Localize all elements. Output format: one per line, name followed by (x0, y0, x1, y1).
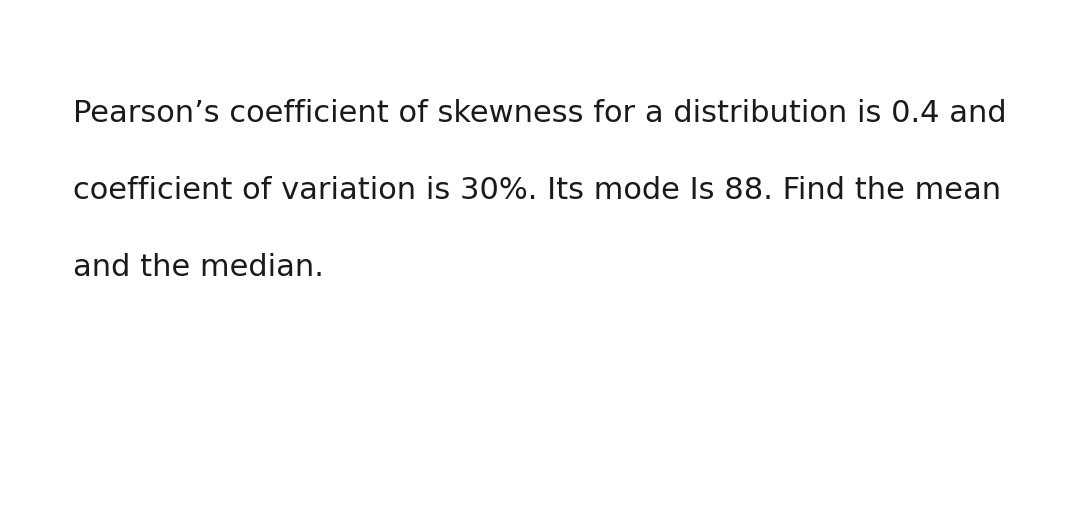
Text: Pearson’s coefficient of skewness for a distribution is 0.4 and: Pearson’s coefficient of skewness for a … (73, 98, 1007, 128)
Text: and the median.: and the median. (73, 253, 324, 282)
Text: coefficient of variation is 30%. Its mode Is 88. Find the mean: coefficient of variation is 30%. Its mod… (73, 176, 1001, 205)
